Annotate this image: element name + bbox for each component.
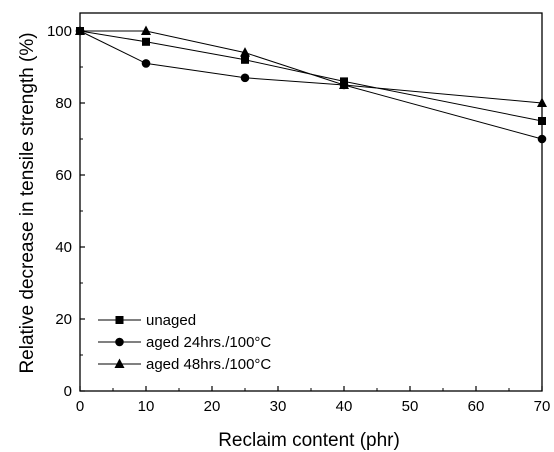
series-line <box>79 30 543 140</box>
legend-label: aged 48hrs./100°C <box>146 356 271 373</box>
data-point <box>537 134 547 144</box>
legend-label: aged 24hrs./100°C <box>146 334 271 351</box>
legend-label: unaged <box>146 312 196 329</box>
x-tick-label: 70 <box>534 398 551 415</box>
data-point <box>240 73 250 83</box>
y-tick-label: 80 <box>55 95 72 112</box>
x-tick-label: 40 <box>336 398 353 415</box>
x-tick-label: 50 <box>402 398 419 415</box>
y-axis-title: Relative decrease in tensile strength (%… <box>17 32 38 373</box>
x-tick-label: 10 <box>138 398 155 415</box>
legend-marker <box>115 316 124 324</box>
legend: unaged aged 24hrs./100°C aged 48hrs./100°C <box>98 312 271 373</box>
legend-marker <box>115 337 124 347</box>
series-square <box>76 27 546 125</box>
x-tick-label: 30 <box>270 398 287 415</box>
data-point <box>141 25 151 35</box>
series-triangle <box>75 25 547 107</box>
x-axis-title: Reclaim content (phr) <box>218 430 400 451</box>
legend-marker <box>114 358 125 368</box>
legend-item: unaged <box>98 312 196 329</box>
data-point <box>75 25 85 35</box>
x-tick-label: 60 <box>468 398 485 415</box>
y-tick-label: 20 <box>55 311 72 328</box>
data-point <box>537 97 547 107</box>
data-point <box>142 37 150 46</box>
y-tick-label: 60 <box>55 167 72 184</box>
y-tick-label: 40 <box>55 239 72 256</box>
data-point <box>141 59 151 68</box>
data-point <box>339 79 349 89</box>
data-point <box>240 47 250 57</box>
x-tick-label: 0 <box>76 398 84 415</box>
data-point <box>538 117 546 125</box>
data-point <box>241 55 249 64</box>
legend-item: aged 48hrs./100°C <box>98 356 271 373</box>
x-tick-label: 20 <box>204 398 221 415</box>
y-tick-label: 0 <box>64 383 72 400</box>
y-tick-label: 100 <box>47 23 72 40</box>
legend-item: aged 24hrs./100°C <box>98 334 271 351</box>
